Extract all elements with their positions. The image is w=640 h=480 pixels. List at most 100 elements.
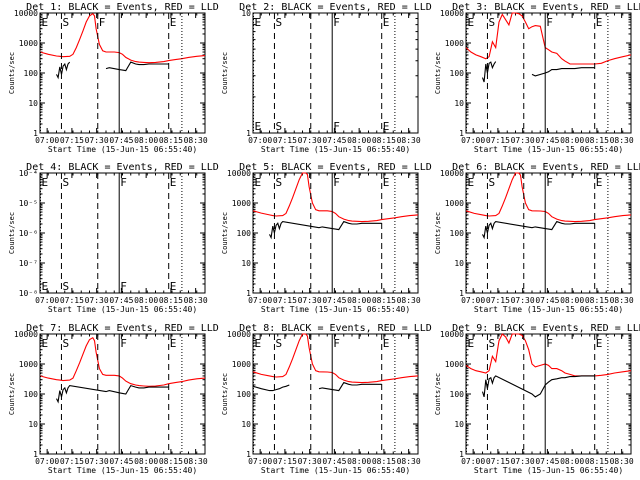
series-line-lld [252, 172, 419, 223]
x-tick-label: 08:30 [184, 457, 208, 466]
series-line-lld [39, 336, 206, 387]
x-axis-label: Start Time (15-Jun-15 06:55:40) [474, 305, 623, 314]
x-tick-label: 07:45 [535, 296, 559, 305]
marker-label: E [41, 16, 48, 29]
marker-label: S [275, 337, 282, 350]
axes-frame [252, 12, 419, 134]
marker-label: E [596, 176, 603, 189]
marker-label: F [546, 16, 553, 29]
x-tick-label: 08:15 [372, 136, 396, 145]
y-axis-label: Counts/sec [221, 373, 229, 415]
subplot-title: Det 6: BLACK = Events, RED = LLD [452, 162, 640, 173]
subplot-8: Det 8: BLACK = Events, RED = LLD 1 10 100 10… [221, 323, 432, 475]
x-tick-label: 07:45 [322, 457, 346, 466]
x-tick-label: 07:00 [248, 457, 272, 466]
y-tick-label: 10⁻⁶ [19, 229, 38, 238]
marker-label: S [488, 16, 495, 29]
y-axis-label: Counts/sec [434, 52, 442, 94]
x-tick-label: 07:30 [85, 457, 109, 466]
x-tick-label: 08:15 [585, 296, 609, 305]
series-line-lld [39, 12, 206, 64]
marker-label: S [62, 16, 69, 29]
marker-label: S [275, 176, 282, 189]
x-tick-label: 07:30 [298, 296, 322, 305]
x-tick-label: 08:00 [134, 136, 158, 145]
subplot-1: Det 1: BLACK = Events, RED = LLD 1 10 100 10… [8, 2, 219, 154]
x-tick-label: 08:30 [184, 136, 208, 145]
x-tick-label: 07:45 [535, 136, 559, 145]
marker-label: E [254, 16, 261, 29]
marker-label: E [383, 120, 390, 133]
series-line-events [252, 381, 382, 392]
x-tick-label: 07:45 [109, 136, 133, 145]
x-tick-label: 08:15 [159, 136, 183, 145]
marker-label: E [41, 337, 48, 350]
y-tick-label: 1000 [232, 360, 251, 369]
x-tick-label: 08:30 [610, 136, 634, 145]
marker-label: F [546, 176, 553, 189]
x-axis-label: Start Time (15-Jun-15 06:55:40) [261, 145, 410, 154]
marker-label: S [275, 120, 282, 133]
marker-label: E [170, 16, 177, 29]
y-tick-label: 10000 [227, 169, 251, 178]
y-tick-label: 100 [450, 69, 465, 78]
y-tick-label: 10 [241, 420, 251, 429]
x-tick-label: 08:30 [397, 296, 421, 305]
subplot-title: Det 9: BLACK = Events, RED = LLD [452, 323, 640, 334]
x-tick-label: 08:30 [397, 457, 421, 466]
x-tick-label: 07:45 [535, 457, 559, 466]
x-tick-label: 07:30 [511, 136, 535, 145]
y-tick-label: 10000 [440, 330, 464, 339]
x-tick-label: 08:00 [347, 136, 371, 145]
marker-label: E [467, 337, 474, 350]
axes-frame [465, 12, 632, 134]
x-tick-label: 07:00 [35, 457, 59, 466]
axes-frame [39, 172, 206, 294]
x-tick-label: 08:00 [347, 457, 371, 466]
x-axis-label: Start Time (15-Jun-15 06:55:40) [261, 466, 410, 475]
x-tick-label: 07:00 [461, 296, 485, 305]
marker-label: F [333, 337, 340, 350]
x-axis-label: Start Time (15-Jun-15 06:55:40) [48, 305, 197, 314]
marker-label: E [383, 337, 390, 350]
series-line-events [56, 61, 169, 80]
y-tick-label: 10000 [440, 169, 464, 178]
series-line-events [482, 220, 595, 240]
x-tick-label: 07:45 [322, 296, 346, 305]
marker-label: E [467, 16, 474, 29]
subplot-5: Det 5: BLACK = Events, RED = LLD 1 10 100 10… [221, 162, 432, 314]
y-tick-label: 10000 [440, 9, 464, 18]
y-tick-label: 10⁻⁵ [19, 199, 38, 208]
marker-label: E [467, 176, 474, 189]
y-axis-label: Counts/sec [8, 52, 16, 94]
x-tick-label: 07:00 [248, 136, 272, 145]
subplot-title: Det 8: BLACK = Events, RED = LLD [239, 323, 432, 334]
x-tick-label: 08:00 [560, 457, 584, 466]
marker-label: S [62, 176, 69, 189]
marker-label: E [596, 16, 603, 29]
series-line-events [56, 384, 169, 404]
y-axis-label: Counts/sec [221, 52, 229, 94]
x-tick-label: 07:30 [298, 136, 322, 145]
y-tick-label: 10 [454, 259, 464, 268]
y-tick-label: 100 [450, 229, 465, 238]
marker-label: S [488, 176, 495, 189]
y-tick-label: 10 [241, 259, 251, 268]
marker-label: E [41, 176, 48, 189]
subplot-7: Det 7: BLACK = Events, RED = LLD 1 10 100 10… [8, 323, 219, 475]
marker-label: E [383, 16, 390, 29]
subplot-title: Det 4: BLACK = Events, RED = LLD [26, 162, 219, 173]
y-tick-label: 1 [459, 450, 464, 459]
y-tick-label: 10 [28, 420, 38, 429]
x-tick-label: 07:15 [486, 457, 510, 466]
series-line-events [269, 220, 382, 240]
y-tick-label: 100 [450, 390, 465, 399]
y-tick-label: 10000 [14, 9, 38, 18]
y-tick-label: 1000 [445, 199, 464, 208]
y-axis-label: Counts/sec [221, 212, 229, 254]
marker-label: F [333, 16, 340, 29]
axes-frame [252, 172, 419, 294]
y-tick-label: 10⁻⁸ [19, 289, 38, 298]
x-tick-label: 07:45 [109, 457, 133, 466]
axes-frame [39, 12, 206, 134]
